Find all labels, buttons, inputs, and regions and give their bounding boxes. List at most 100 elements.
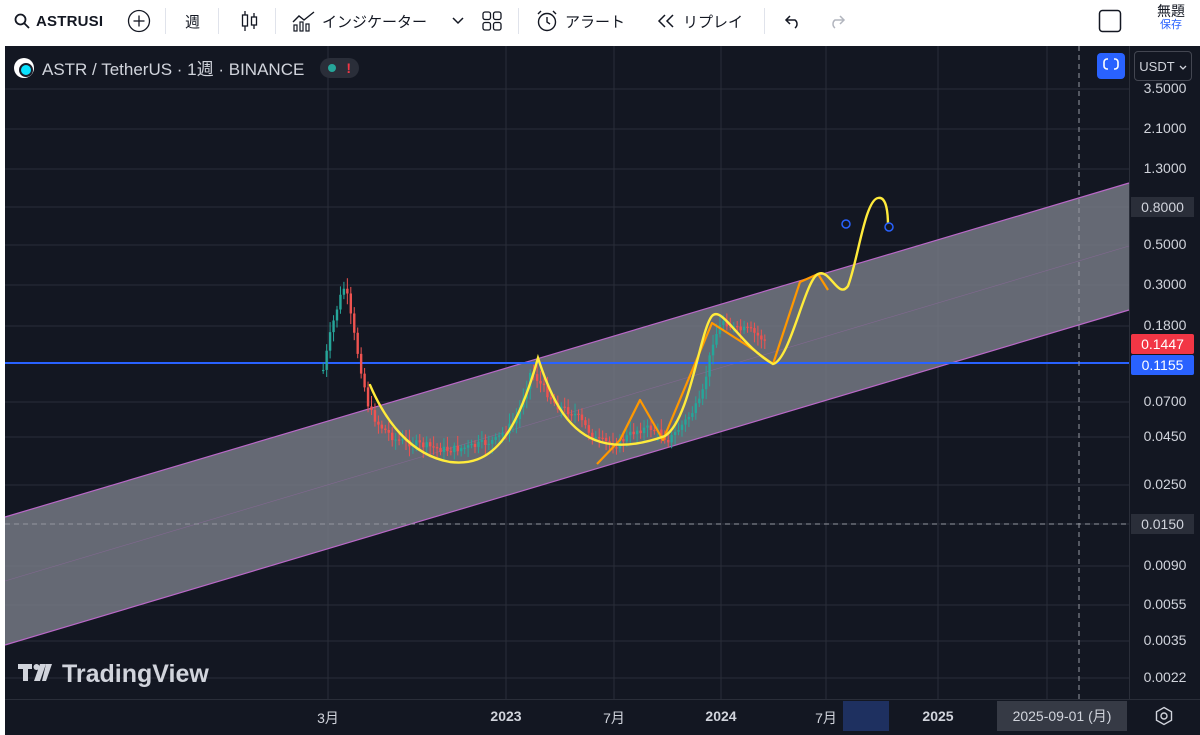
candle-body <box>470 443 473 446</box>
indicators-dropdown-button[interactable] <box>452 0 464 42</box>
candle-body <box>708 355 711 377</box>
candle-body <box>577 413 580 415</box>
candle-body <box>704 376 708 390</box>
plus-circle-icon <box>127 9 151 33</box>
candle-body <box>725 321 729 327</box>
indicators-button[interactable]: インジケーター <box>292 0 427 42</box>
candle-body <box>442 446 446 453</box>
save-layout-button[interactable]: 無題 保存 <box>1146 3 1196 31</box>
channel-upper-line[interactable] <box>4 182 1130 518</box>
candle-body <box>739 326 742 331</box>
candle-body <box>670 435 673 443</box>
price-tick-label: 0.0250 <box>1143 476 1187 492</box>
price-tick-label: 3.5000 <box>1143 80 1187 96</box>
layout-templates-button[interactable] <box>482 0 502 42</box>
candle-body <box>391 432 394 441</box>
time-tick-label: 3月 <box>317 710 339 726</box>
candle-body <box>363 373 366 388</box>
currency-select[interactable]: USDT <box>1134 51 1192 81</box>
undo-button[interactable] <box>782 0 802 42</box>
orange-zigzag-drawing[interactable] <box>596 272 829 465</box>
yellow-projection-drawing[interactable] <box>368 196 890 464</box>
candlestick-series[interactable] <box>322 278 766 461</box>
candle-body <box>570 414 573 416</box>
chart-type-button[interactable] <box>240 0 260 42</box>
line-price-tag: 0.1155 <box>1131 355 1194 375</box>
price-tick-label: 0.5000 <box>1143 236 1187 252</box>
candle-body <box>560 406 563 410</box>
candle-body <box>335 309 339 321</box>
candle-body <box>328 332 332 351</box>
candle-body <box>756 332 760 336</box>
candle-body <box>694 403 697 414</box>
redo-icon <box>828 13 848 29</box>
auto-scale-button[interactable] <box>1097 53 1125 79</box>
data-problem-icon: ! <box>346 59 351 76</box>
candle-body <box>653 429 656 432</box>
compare-symbol-button[interactable] <box>127 0 151 42</box>
candle-body <box>535 374 539 381</box>
chart-settings-button[interactable] <box>1154 706 1174 731</box>
last-price-tag: 0.1447 <box>1131 334 1194 354</box>
search-icon <box>14 13 30 29</box>
candle-body <box>749 327 753 329</box>
candle-body <box>549 397 553 400</box>
candle-body <box>684 419 687 425</box>
candle-body <box>387 429 390 433</box>
symbol-search-button[interactable]: ASTRUSI <box>14 0 103 42</box>
market-status-badge[interactable]: ! <box>320 57 359 78</box>
candle-body <box>453 445 456 453</box>
indicators-icon <box>292 10 316 32</box>
candle-body <box>639 430 642 434</box>
candle-body <box>563 406 566 408</box>
fullscreen-button[interactable] <box>1098 0 1122 42</box>
channel-lower-line[interactable] <box>4 309 1130 646</box>
chart-canvas[interactable] <box>0 42 1200 735</box>
market-open-dot-icon <box>328 63 337 72</box>
top-toolbar: ASTRUSI 週 インジケーター アラート <box>0 0 1200 42</box>
projection-handle[interactable] <box>884 222 894 232</box>
alert-button[interactable]: アラート <box>535 0 625 42</box>
candle-body <box>515 419 518 424</box>
candle-body <box>494 436 497 440</box>
candle-body <box>463 447 466 449</box>
candle-body <box>718 324 722 334</box>
currency-label: USDT <box>1139 58 1175 74</box>
candle-body <box>432 446 435 448</box>
candle-body <box>491 439 494 444</box>
redo-button[interactable] <box>828 0 848 42</box>
price-tick-label: 0.0090 <box>1143 557 1187 573</box>
candle-body <box>446 446 449 452</box>
chevron-down-icon <box>452 17 464 25</box>
toolbar-divider <box>165 8 166 34</box>
price-tick-label: 2.1000 <box>1143 120 1187 136</box>
candle-body <box>732 326 735 328</box>
candle-body <box>539 380 542 384</box>
indicators-label: インジケーター <box>322 13 428 31</box>
candle-body <box>601 437 604 439</box>
interval-button[interactable]: 週 <box>185 0 200 42</box>
chart-legend[interactable]: ASTR / TetherUS · 1週 · BINANCE ! <box>14 55 359 80</box>
candle-body <box>632 431 635 435</box>
candle-body <box>401 439 404 441</box>
candle-body <box>359 353 363 374</box>
symbol-text: ASTRUSI <box>36 12 104 30</box>
candle-body <box>397 439 401 441</box>
candle-body <box>677 429 680 432</box>
toolbar-divider <box>218 8 219 34</box>
last-price-value: 0.1447 <box>1141 336 1184 352</box>
candle-body <box>497 435 501 437</box>
candle-body <box>698 398 701 404</box>
candle-body <box>487 443 490 446</box>
candle-body <box>380 424 384 429</box>
candle-body <box>377 421 380 425</box>
candle-body <box>649 425 653 430</box>
price-tick-label: 0.0022 <box>1143 669 1187 685</box>
candle-body <box>480 440 484 442</box>
candle-body <box>584 420 587 426</box>
candle-body <box>580 414 584 421</box>
candle-body <box>418 440 421 443</box>
candle-body <box>456 445 459 452</box>
replay-button[interactable]: リプレイ <box>655 0 743 42</box>
projection-handle[interactable] <box>841 219 851 229</box>
